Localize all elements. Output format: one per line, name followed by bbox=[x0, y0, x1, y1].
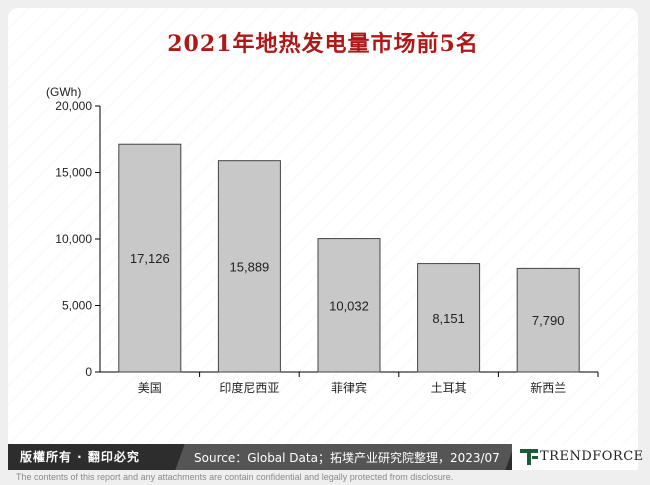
x-tick-label: 印度尼西亚 bbox=[219, 380, 279, 395]
x-tick-label: 新西兰 bbox=[530, 380, 566, 395]
y-tick-label: 15,000 bbox=[55, 166, 92, 180]
footer-bar: 版權所有 · 翻印必究 Source：Global Data；拓墣产业研究院整理… bbox=[8, 444, 643, 470]
y-tick-label: 5,000 bbox=[62, 299, 92, 313]
bar bbox=[217, 160, 281, 373]
x-tick-label: 土耳其 bbox=[431, 381, 467, 395]
disclaimer: The contents of this report and any atta… bbox=[16, 472, 454, 482]
chart-title: 2021年地热发电量市场前5名 bbox=[167, 31, 479, 57]
data-label: 8,151 bbox=[432, 311, 465, 326]
y-tick-label: 20,000 bbox=[55, 99, 92, 113]
trendforce-logo: TRENDFORCE bbox=[512, 444, 643, 470]
data-label: 7,790 bbox=[532, 313, 565, 328]
y-axis-unit: (GWh) bbox=[46, 85, 82, 99]
trendforce-logo-icon bbox=[520, 449, 538, 465]
x-tick-label: 菲律宾 bbox=[331, 380, 367, 395]
x-tick-label: 美国 bbox=[138, 381, 162, 395]
y-tick-label: 10,000 bbox=[55, 232, 92, 246]
bar bbox=[516, 267, 580, 373]
data-label: 10,032 bbox=[329, 298, 369, 313]
bar bbox=[118, 143, 182, 373]
copyright-notice: 版權所有 · 翻印必究 bbox=[20, 450, 140, 464]
bar bbox=[317, 238, 381, 373]
data-label: 15,889 bbox=[230, 259, 270, 274]
logo-text: TRENDFORCE bbox=[540, 449, 644, 464]
bar bbox=[417, 263, 481, 373]
data-label: 17,126 bbox=[130, 251, 170, 266]
source-text: Source：Global Data；拓墣产业研究院整理，2023/07 bbox=[194, 451, 500, 465]
y-tick-label: 0 bbox=[85, 365, 92, 379]
